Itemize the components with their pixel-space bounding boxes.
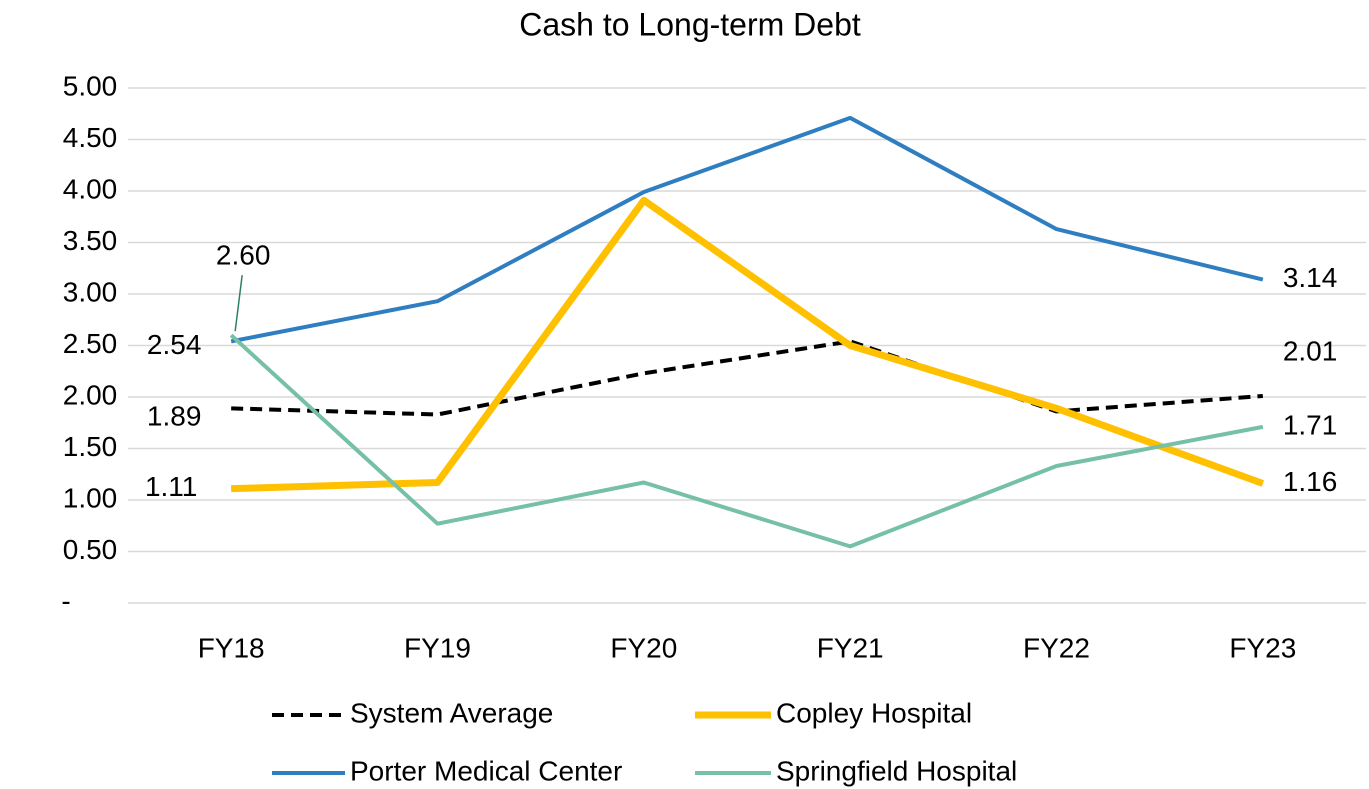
legend-label: Springfield Hospital	[776, 755, 1017, 786]
x-tick-label: FY23	[1229, 632, 1296, 663]
y-tick-label: 0.50	[63, 534, 118, 565]
data-label: 1.16	[1283, 466, 1338, 497]
y-tick-label: 2.00	[63, 379, 118, 410]
legend-label: Copley Hospital	[776, 697, 972, 728]
data-label: 3.14	[1283, 262, 1338, 293]
y-tick-label: 3.50	[63, 225, 118, 256]
data-label: 2.54	[147, 329, 202, 360]
data-label: 1.89	[147, 401, 202, 432]
leader-line	[234, 275, 243, 332]
y-tick-label: 3.00	[63, 276, 118, 307]
y-tick-label: 5.00	[63, 70, 118, 101]
x-tick-label: FY19	[404, 632, 471, 663]
x-tick-label: FY21	[817, 632, 884, 663]
chart-title: Cash to Long-term Debt	[519, 6, 861, 42]
series-line	[229, 333, 1264, 549]
series-line	[231, 196, 1265, 493]
data-label: 2.60	[216, 240, 271, 271]
legend-label: System Average	[350, 697, 553, 728]
x-tick-label: FY18	[198, 632, 265, 663]
y-tick-label: 2.50	[63, 328, 118, 359]
y-tick-label: 4.00	[63, 173, 118, 204]
legend-label: Porter Medical Center	[350, 755, 622, 786]
y-tick-label: -	[61, 585, 70, 616]
x-tick-label: FY22	[1023, 632, 1090, 663]
y-tick-label: 4.50	[63, 122, 118, 153]
series-line	[231, 339, 1263, 417]
data-label: 1.71	[1283, 409, 1338, 440]
data-label: 1.11	[145, 471, 197, 502]
x-tick-label: FY20	[610, 632, 677, 663]
data-label: 2.01	[1283, 335, 1338, 366]
y-tick-label: 1.00	[63, 482, 118, 513]
y-tick-label: 1.50	[63, 431, 118, 462]
series-line	[230, 115, 1264, 344]
